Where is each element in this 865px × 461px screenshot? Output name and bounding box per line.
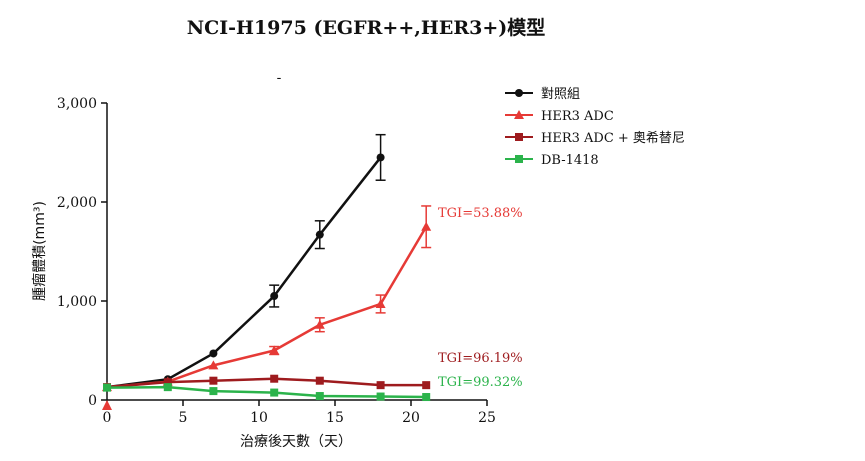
data-point — [163, 378, 172, 387]
data-point — [376, 153, 385, 162]
data-point — [270, 292, 279, 301]
legend-item-db-1418: DB-1418 — [505, 153, 599, 168]
data-point — [209, 387, 218, 396]
series-line — [106, 156, 382, 389]
x-tick-label: 5 — [179, 410, 188, 426]
series-1 — [102, 205, 432, 392]
x-axis-label: 治療後天數（天） — [240, 433, 352, 450]
tgi-annotation-db-1418: TGI=99.32% — [438, 375, 523, 390]
legend-label-db-1418: DB-1418 — [541, 153, 599, 168]
data-point — [163, 383, 172, 392]
data-point — [208, 360, 219, 370]
data-point — [376, 392, 385, 401]
legend-marker-control — [515, 89, 523, 97]
data-point — [209, 349, 218, 358]
x-ticks: 0 5 10 15 20 25 — [103, 400, 496, 426]
y-tick-label: 3,000 — [57, 96, 97, 112]
legend-item-her3-adc: HER3 ADC — [505, 109, 614, 124]
origin-triangle-marker — [102, 400, 112, 410]
data-point — [315, 376, 324, 385]
legend-item-control: 對照組 — [505, 87, 580, 102]
y-tick-label: 0 — [88, 393, 97, 409]
data-point — [422, 393, 431, 402]
series-3 — [103, 383, 431, 402]
legend: 對照組 HER3 ADC HER3 ADC + 奧希替尼 DB-1418 — [505, 87, 685, 168]
y-tick-label: 2,000 — [57, 195, 97, 211]
x-tick-label: 0 — [103, 410, 112, 426]
tgi-annotation-her3-adc-osimertinib: TGI=96.19% — [438, 351, 523, 366]
x-tick-label: 25 — [478, 410, 496, 426]
series-0 — [103, 133, 386, 392]
data-point — [315, 392, 324, 401]
data-point — [103, 383, 111, 392]
tgi-annotation-her3-adc: TGI=53.88% — [438, 206, 523, 221]
x-tick-label: 15 — [326, 410, 344, 426]
legend-marker-her3-adc-osimertinib — [515, 133, 523, 141]
series-2 — [103, 374, 431, 392]
x-tick-label: 20 — [402, 410, 420, 426]
x-tick-label: 10 — [250, 410, 268, 426]
legend-marker-her3-adc — [514, 110, 524, 119]
data-point — [270, 374, 279, 383]
data-point — [269, 345, 280, 355]
y-tick-label: 1,000 — [57, 294, 97, 310]
legend-item-her3-adc-osimertinib: HER3 ADC + 奧希替尼 — [505, 131, 685, 146]
series-layer — [102, 133, 432, 402]
data-point — [375, 298, 386, 308]
data-point — [422, 381, 431, 390]
data-point — [376, 381, 385, 390]
legend-label-her3-adc: HER3 ADC — [541, 109, 614, 124]
legend-marker-db-1418 — [515, 155, 523, 163]
legend-label-her3-adc-osimertinib: HER3 ADC + 奧希替尼 — [541, 131, 685, 146]
stray-dash-mark: - — [277, 70, 282, 86]
data-point — [315, 230, 324, 239]
y-ticks: 0 1,000 2,000 3,000 — [57, 96, 107, 409]
legend-label-control: 對照組 — [541, 87, 580, 102]
data-point — [270, 388, 279, 397]
data-point — [421, 221, 432, 231]
data-point — [209, 376, 218, 385]
y-axis-label: 腫瘤體積(mm³) — [31, 201, 48, 301]
axes — [106, 103, 487, 401]
chart-title: NCI-H1975 (EGFR++,HER3+)模型 — [187, 16, 546, 39]
data-point — [314, 319, 325, 329]
